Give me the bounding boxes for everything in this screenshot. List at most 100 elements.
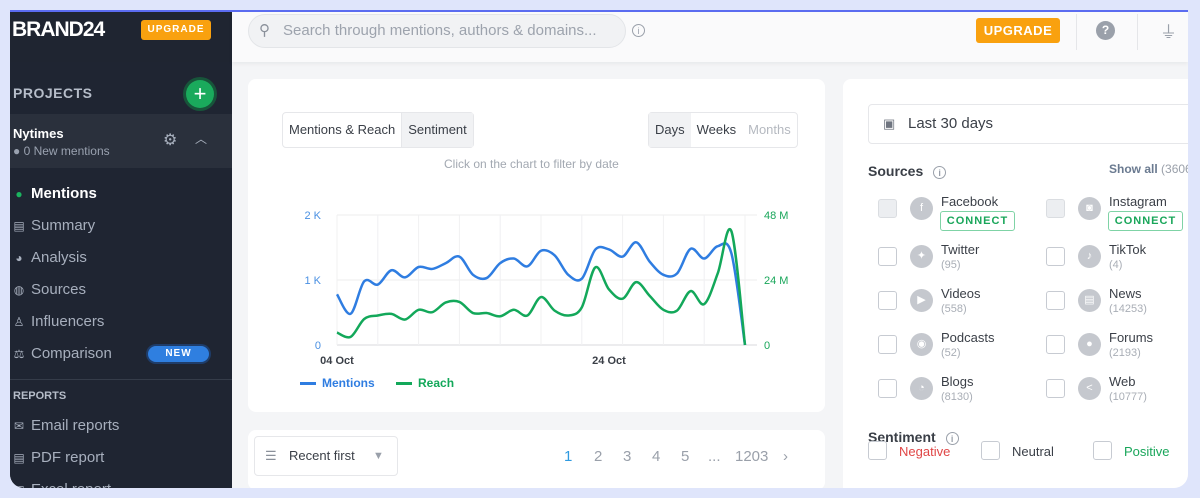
checkbox[interactable] <box>1046 379 1065 398</box>
help-icon[interactable]: ? <box>1096 21 1115 40</box>
newspaper-icon: ▤ <box>1078 289 1101 312</box>
sidebar-item-mentions[interactable]: ● Mentions <box>10 180 232 208</box>
source-count: (558) <box>941 303 967 315</box>
project-name: Nytimes <box>13 126 64 141</box>
project-item[interactable]: Nytimes ● 0 New mentions ⚙ ︿ <box>10 114 232 168</box>
sidebar-item-summary[interactable]: ▤ Summary <box>10 212 232 240</box>
nav-label: Email reports <box>31 417 120 434</box>
sidebar-item-sources[interactable]: ◍ Sources <box>10 276 232 304</box>
page-4[interactable]: 4 <box>652 448 661 465</box>
podcast-icon: ◉ <box>910 333 933 356</box>
tab-mentions-reach[interactable]: Mentions & Reach <box>289 122 396 137</box>
source-news[interactable]: ▤ News (14253) <box>1046 286 1188 328</box>
legend-mentions[interactable]: Mentions <box>300 376 375 390</box>
checkbox[interactable] <box>878 199 897 218</box>
x-tick: 24 Oct <box>592 355 626 367</box>
checkbox[interactable] <box>1046 291 1065 310</box>
globe-icon: ◍ <box>13 283 25 297</box>
source-count: (95) <box>941 259 961 271</box>
sentiment-label: Positive <box>1124 444 1170 459</box>
legend-reach[interactable]: Reach <box>396 376 454 390</box>
page-1[interactable]: 1 <box>564 448 573 465</box>
sidebar-item-influencers[interactable]: ♙ Influencers <box>10 308 232 336</box>
checkbox[interactable] <box>1093 441 1112 460</box>
source-name: Facebook <box>941 194 999 209</box>
source-count: (4) <box>1109 259 1123 271</box>
sidebar-item-analysis[interactable]: ◕ Analysis <box>10 244 232 272</box>
connect-button[interactable]: CONNECT <box>940 211 1015 231</box>
source-instagram[interactable]: ◙ Instagram CONNECT <box>1046 194 1188 236</box>
source-blogs[interactable]: ◔ Blogs (8130) <box>878 374 1038 416</box>
source-count: (14253) <box>1109 303 1147 315</box>
page-3[interactable]: 3 <box>623 448 632 465</box>
gear-icon[interactable]: ⚙ <box>163 132 178 149</box>
checkbox[interactable] <box>878 247 897 266</box>
chart-type-tabs: Mentions & Reach Sentiment <box>282 112 474 148</box>
nav-label: Influencers <box>31 313 105 330</box>
period-months[interactable]: Months <box>748 122 791 137</box>
chat-icon: ● <box>1078 333 1101 356</box>
legend-label: Reach <box>418 376 455 390</box>
date-range-value: Last 30 days <box>908 115 994 132</box>
checkbox[interactable] <box>878 335 897 354</box>
info-icon[interactable]: i <box>632 24 645 37</box>
show-all-label: Show all <box>1109 162 1158 176</box>
page-last[interactable]: 1203 <box>735 448 769 465</box>
instagram-icon: ◙ <box>1078 197 1101 220</box>
series-line-reach <box>336 227 747 346</box>
sidebar-item-excel-report[interactable]: ▤Excel report <box>10 476 232 488</box>
nav-label: Summary <box>31 217 96 234</box>
play-icon: ▶ <box>910 289 933 312</box>
checkbox[interactable] <box>1046 199 1065 218</box>
upgrade-button[interactable]: UPGRADE <box>976 18 1060 43</box>
page-5[interactable]: 5 <box>681 448 690 465</box>
scales-icon: ⚖ <box>13 347 25 361</box>
page-2[interactable]: 2 <box>594 448 603 465</box>
mentions-reach-chart[interactable]: 0 1 K 2 K 0 24 M 48 M 04 Oct 24 Oct <box>248 79 825 369</box>
source-podcasts[interactable]: ◉ Podcasts (52) <box>878 330 1038 372</box>
period-weeks[interactable]: Weeks <box>696 122 737 137</box>
y-left-tick: 2 K <box>304 210 321 222</box>
sort-dropdown[interactable]: ☰ Recent first ▼ <box>254 436 398 476</box>
checkbox[interactable] <box>868 441 887 460</box>
sidebar-item-email-reports[interactable]: ✉ Email reports <box>10 412 232 440</box>
tab-sentiment[interactable]: Sentiment <box>401 113 473 147</box>
info-icon[interactable]: i <box>945 432 959 445</box>
checkbox[interactable] <box>1046 247 1065 266</box>
source-web[interactable]: < Web (10777) <box>1046 374 1188 416</box>
y-left-tick: 0 <box>315 340 321 352</box>
source-facebook[interactable]: f Facebook CONNECT <box>878 194 1038 236</box>
checkbox[interactable] <box>878 291 897 310</box>
checkbox[interactable] <box>981 441 1000 460</box>
connect-button[interactable]: CONNECT <box>1108 211 1183 231</box>
sources-heading: Sources i <box>868 163 947 179</box>
source-tiktok[interactable]: ♪ TikTok (4) <box>1046 242 1188 284</box>
next-page-button[interactable]: › <box>783 448 788 465</box>
sidebar-item-comparison[interactable]: ⚖ Comparison NEW <box>10 340 232 368</box>
sources-title: Sources <box>868 163 924 179</box>
sidebar-item-pdf-report[interactable]: ▤ PDF report <box>10 444 232 472</box>
search-input[interactable]: ⚲ Search through mentions, authors & doma… <box>248 14 626 48</box>
source-name: Web <box>1109 374 1136 389</box>
plug-icon[interactable]: ⏚ <box>1160 23 1177 42</box>
info-icon[interactable]: i <box>933 166 947 179</box>
checkbox[interactable] <box>1046 335 1065 354</box>
twitter-icon: ✦ <box>910 245 933 268</box>
source-twitter[interactable]: ✦ Twitter (95) <box>878 242 1038 284</box>
checkbox[interactable] <box>878 379 897 398</box>
source-name: News <box>1109 286 1142 301</box>
chevron-up-icon[interactable]: ︿ <box>195 132 208 146</box>
brand-logo: BRAND24 <box>12 18 105 41</box>
person-icon: ♙ <box>13 315 25 329</box>
add-project-button[interactable]: + <box>186 80 214 108</box>
sidebar-upgrade-button[interactable]: UPGRADE <box>141 20 211 40</box>
source-name: Twitter <box>941 242 980 257</box>
envelope-icon: ✉ <box>13 419 25 433</box>
date-range-dropdown[interactable]: ▣ Last 30 days <box>868 104 1188 144</box>
show-all-link[interactable]: Show all (3606 <box>1109 162 1188 176</box>
new-mentions-count: ● 0 New mentions <box>13 144 110 158</box>
period-days[interactable]: Days <box>649 113 691 147</box>
show-all-count: (3606 <box>1161 162 1188 176</box>
source-videos[interactable]: ▶ Videos (558) <box>878 286 1038 328</box>
source-forums[interactable]: ● Forums (2193) <box>1046 330 1188 372</box>
